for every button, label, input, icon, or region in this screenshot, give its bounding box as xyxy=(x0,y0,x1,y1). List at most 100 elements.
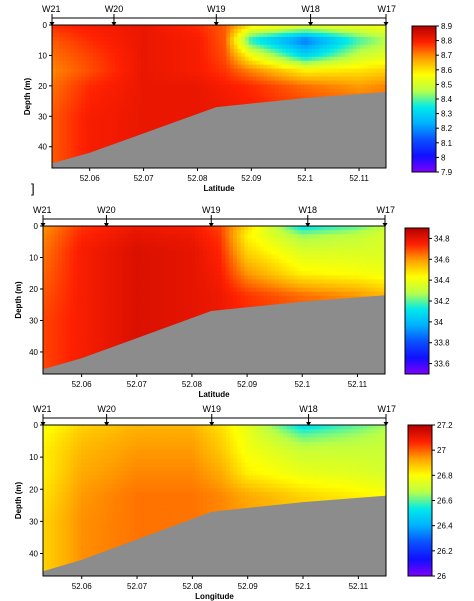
heatmap-cell xyxy=(152,32,157,38)
heatmap-cell xyxy=(149,234,154,239)
heatmap-cell xyxy=(204,56,209,62)
heatmap-cell xyxy=(126,104,131,110)
heatmap-cell xyxy=(256,100,261,106)
heatmap-cell xyxy=(77,104,83,110)
heatmap-cell xyxy=(130,267,135,272)
heatmap-cell xyxy=(221,283,226,289)
heatmap-cell xyxy=(200,76,205,82)
heatmap-cell xyxy=(167,72,172,78)
heatmap-cell xyxy=(267,60,272,66)
heatmap-cell xyxy=(207,28,213,34)
heatmap-cell xyxy=(81,132,86,137)
heatmap-cell xyxy=(297,271,302,276)
heatmap-cell xyxy=(55,56,61,62)
heatmap-cell xyxy=(252,60,257,66)
heatmap-cell xyxy=(214,267,219,272)
heatmap-cell xyxy=(85,92,90,98)
heatmap-cell xyxy=(100,25,105,30)
heatmap-cell xyxy=(111,96,116,102)
heatmap-cell xyxy=(118,32,124,38)
heatmap-cell xyxy=(81,152,86,157)
heatmap-cell xyxy=(330,60,335,66)
heatmap-cell xyxy=(148,36,153,42)
heatmap-cell xyxy=(69,275,74,281)
heatmap-cell xyxy=(301,226,306,231)
heatmap-cell xyxy=(334,92,339,98)
heatmap-cell xyxy=(324,230,329,235)
heatmap-cell xyxy=(193,60,198,66)
heatmap-cell xyxy=(92,263,97,268)
heatmap-cell xyxy=(62,250,67,256)
heatmap-cell xyxy=(267,271,272,276)
heatmap-cell xyxy=(341,52,346,58)
heatmap-cell xyxy=(144,72,150,78)
heatmap-cell xyxy=(118,96,124,102)
heatmap-cell xyxy=(352,25,357,30)
heatmap-cell xyxy=(241,48,246,54)
heatmap-cell xyxy=(202,246,207,252)
heatmap-cell xyxy=(100,36,105,42)
heatmap-cell xyxy=(107,92,112,98)
heatmap-cell xyxy=(341,40,346,46)
heatmap-cell xyxy=(96,279,101,285)
heatmap-cell xyxy=(263,92,268,98)
heatmap-cell xyxy=(96,76,101,82)
heatmap-cell xyxy=(248,76,253,82)
heatmap-cell xyxy=(293,271,299,276)
heatmap-cell xyxy=(181,100,187,106)
heatmap-cell xyxy=(55,124,61,129)
heatmap-cell xyxy=(100,80,105,86)
heatmap-cell xyxy=(274,52,279,58)
heatmap-cell xyxy=(62,258,67,264)
heatmap-cell xyxy=(373,250,378,256)
heatmap-cell xyxy=(96,48,101,54)
heatmap-cell xyxy=(126,279,131,285)
heatmap-cell xyxy=(330,40,335,46)
heatmap-cell xyxy=(129,120,135,125)
heatmap-cell xyxy=(221,254,226,260)
heatmap-cell xyxy=(133,64,138,70)
heatmap-cell xyxy=(191,271,196,276)
heatmap-cell xyxy=(222,52,228,58)
heatmap-cell xyxy=(274,76,279,82)
heatmap-cell xyxy=(252,291,257,297)
heatmap-cell xyxy=(360,52,365,58)
heatmap-cell xyxy=(122,40,127,46)
heatmap-cell xyxy=(111,295,116,301)
heatmap-cell xyxy=(59,92,64,98)
heatmap-cell xyxy=(100,136,105,141)
heatmap-cell xyxy=(126,64,131,70)
heatmap-cell xyxy=(215,92,220,98)
heatmap-cell xyxy=(263,72,268,78)
heatmap-cell xyxy=(153,287,158,293)
heatmap-cell xyxy=(141,92,146,98)
y-tick-label: 10 xyxy=(38,51,47,60)
heatmap-cell xyxy=(144,88,150,94)
heatmap-cell xyxy=(217,242,223,248)
heatmap-cell xyxy=(347,267,352,272)
heatmap-cell xyxy=(222,68,228,74)
heatmap-cell xyxy=(167,40,172,46)
heatmap-cell xyxy=(92,275,97,281)
heatmap-cell xyxy=(62,275,67,281)
heatmap-cell xyxy=(337,48,343,54)
heatmap-cell xyxy=(153,283,158,289)
heatmap-cell xyxy=(215,40,220,46)
heatmap-cell xyxy=(81,40,86,46)
heatmap-cell xyxy=(312,238,318,244)
heatmap-cell xyxy=(282,84,287,90)
heatmap-cell xyxy=(278,32,283,38)
heatmap-cell xyxy=(92,250,97,256)
heatmap-cell xyxy=(65,275,71,281)
heatmap-cell xyxy=(226,88,231,94)
heatmap-cell xyxy=(115,291,120,297)
heatmap-cell xyxy=(107,44,112,50)
heatmap-cell xyxy=(70,68,75,74)
heatmap-cell xyxy=(347,242,352,248)
heatmap-cell xyxy=(167,36,172,42)
heatmap-cell xyxy=(286,242,291,248)
heatmap-cell xyxy=(345,60,350,66)
heatmap-cell xyxy=(107,246,112,252)
heatmap-cell xyxy=(111,100,116,106)
heatmap-cell xyxy=(296,88,302,94)
